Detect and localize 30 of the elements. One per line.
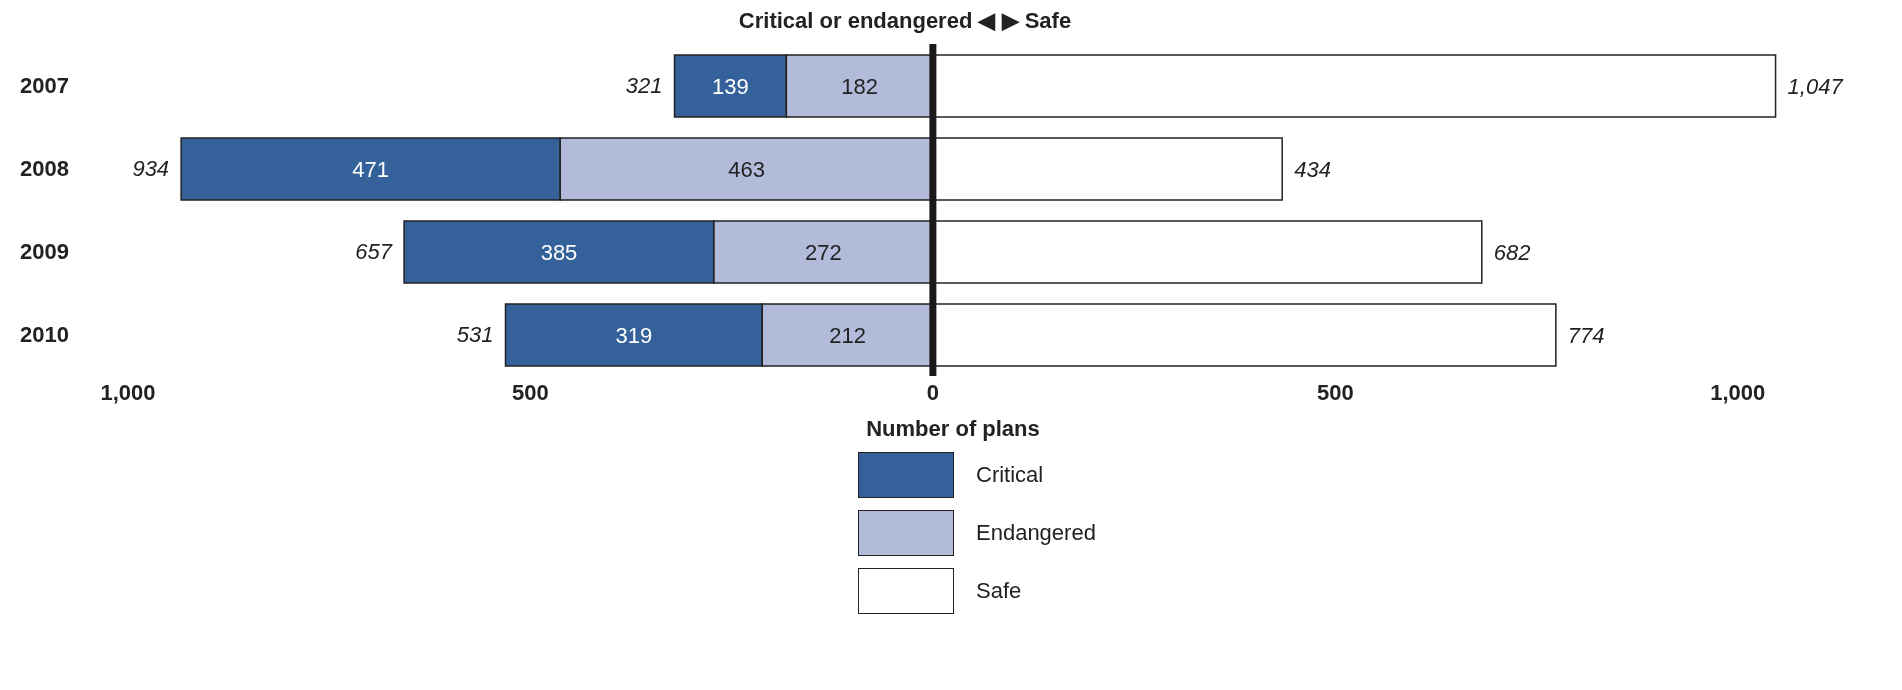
annotation: 531 [456, 322, 494, 347]
data-label: 272 [805, 239, 842, 265]
x-tick-label: 0 [926, 379, 939, 405]
data-label: 471 [352, 156, 390, 182]
x-tick-label: 500 [512, 379, 549, 405]
data-label: 463 [728, 156, 765, 182]
data-label: 139 [712, 73, 749, 99]
data-label: 774 [1567, 322, 1605, 348]
annotation: 934 [132, 156, 170, 181]
x-tick-label: 1,000 [100, 379, 156, 405]
data-label: 1,047 [1787, 73, 1844, 99]
data-label: 385 [540, 239, 578, 265]
x-axis-title: Number of plans [866, 416, 1040, 441]
annotation: 321 [625, 73, 663, 98]
y-tick-label: 2008 [20, 156, 69, 182]
data-label: 212 [829, 322, 866, 348]
x-tick-label: 500 [1316, 379, 1354, 405]
annotation: 657 [355, 239, 393, 264]
chart-title: Critical or endangered ◀ ▶ Safe [737, 8, 1073, 35]
data-label: 182 [841, 73, 878, 99]
y-tick-label: 2009 [20, 239, 69, 265]
data-label: 319 [615, 322, 653, 348]
legend-label: Critical [976, 462, 1044, 488]
data-label: 682 [1493, 239, 1531, 265]
x-tick-label: 1,000 [1710, 379, 1766, 405]
y-tick-label: 2007 [20, 73, 69, 99]
data-label: 434 [1294, 156, 1331, 182]
y-tick-label: 2010 [20, 322, 69, 348]
legend-label: Safe [976, 578, 1022, 604]
legend-label: Endangered [976, 520, 1096, 546]
